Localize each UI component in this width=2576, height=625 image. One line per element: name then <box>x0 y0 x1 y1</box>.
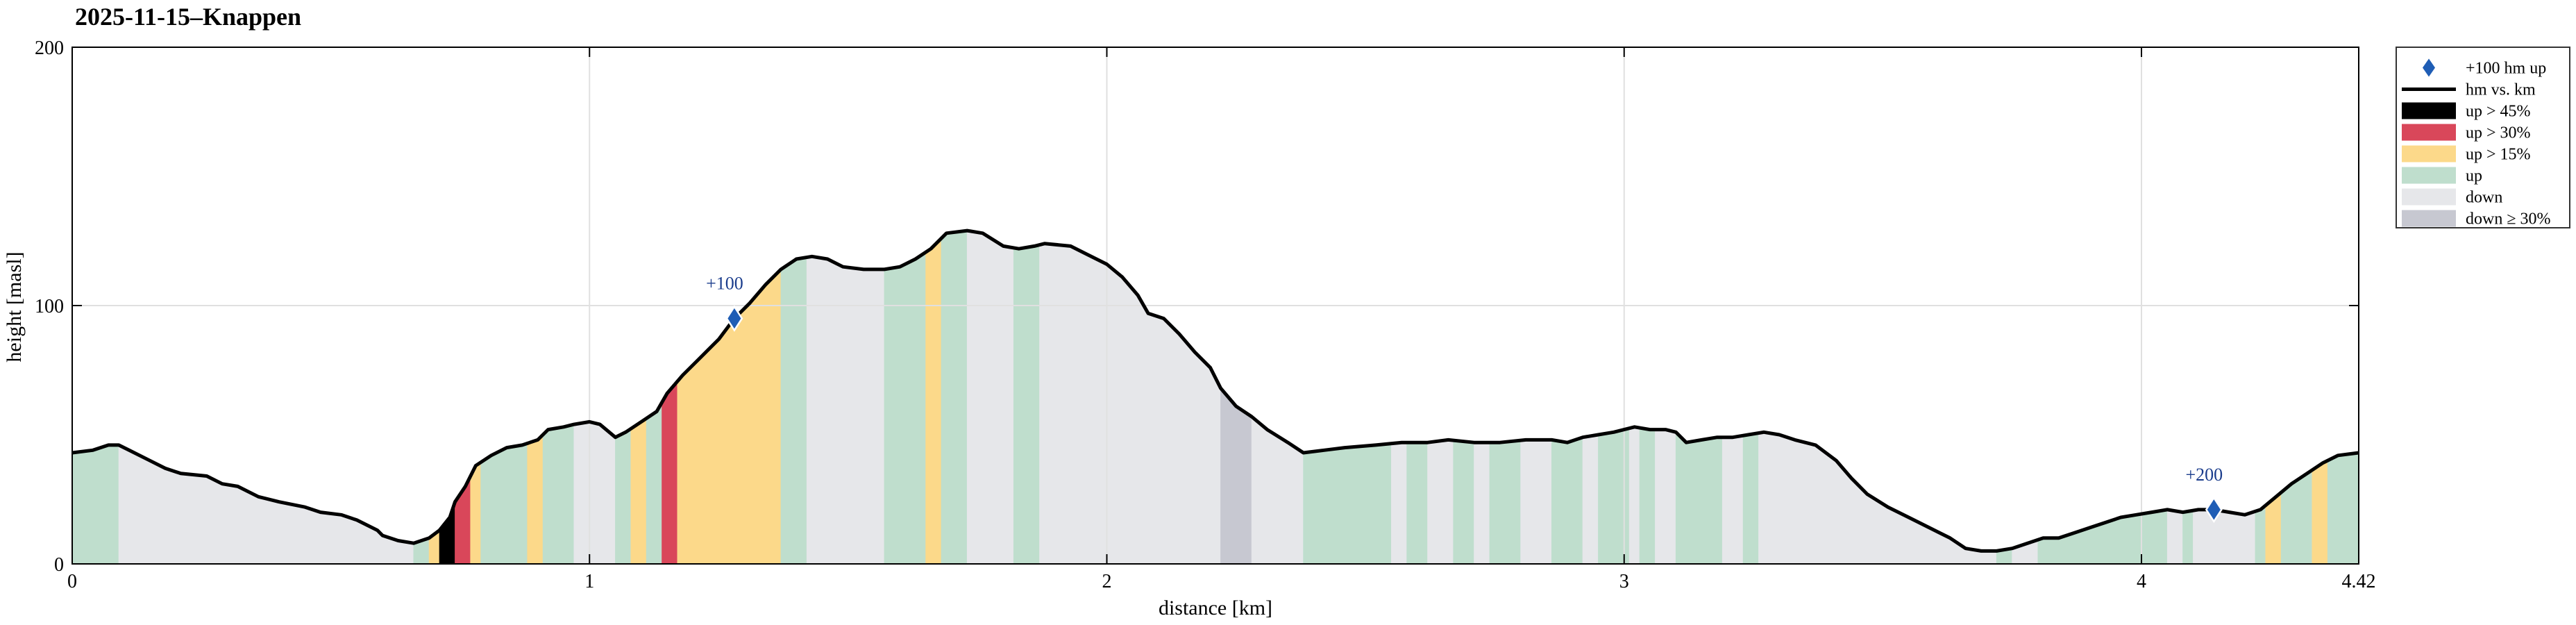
grid-lines <box>72 47 2359 564</box>
segment-steep30 <box>662 381 678 565</box>
segment-up <box>615 428 632 565</box>
segment-steep15 <box>2312 460 2328 565</box>
segment-up <box>884 251 927 565</box>
segment-up <box>1453 440 1474 565</box>
y-axis-ticks: 0 100 200 <box>35 38 2359 576</box>
legend: +100 hm up hm vs. km up > 45% up > 30% up > … <box>2396 47 2570 228</box>
segment-up <box>1675 431 1723 565</box>
segment-steep15 <box>925 238 942 565</box>
segment-up <box>1303 443 1392 565</box>
segment-up <box>480 442 528 565</box>
segment-down <box>573 421 616 565</box>
legend-marker-symbol <box>2423 58 2435 77</box>
legend-label: down <box>2466 189 2502 207</box>
segment-down <box>806 256 885 565</box>
legend-swatch-steep30 <box>2402 124 2456 141</box>
legend-swatch-up <box>2402 167 2456 184</box>
hm-markers: +100 +200 <box>706 274 2223 524</box>
legend-swatch-down <box>2402 188 2456 206</box>
segment-up <box>1406 442 1428 565</box>
x-tick-label: 0 <box>67 571 77 592</box>
legend-swatch-steep15 <box>2402 145 2456 162</box>
legend-label: +100 hm up <box>2466 60 2546 78</box>
legend-label: up > 15% <box>2466 146 2531 164</box>
segment-up <box>646 401 662 565</box>
segment-down <box>1721 435 1744 565</box>
x-tick-label: 1 <box>584 571 594 592</box>
slope-segments <box>71 230 2359 565</box>
segment-down <box>1474 442 1490 565</box>
segment-up <box>1489 440 1522 565</box>
legend-label: down ≥ 30% <box>2466 210 2551 228</box>
segment-up <box>1013 244 1040 565</box>
x-tick-label: 2 <box>1102 571 1111 592</box>
profile-line <box>71 228 2359 553</box>
segment-down <box>1628 426 1640 565</box>
segment-steep15 <box>470 461 482 565</box>
segment-up <box>1639 427 1656 565</box>
segment-steep15 <box>527 434 544 565</box>
segment-down <box>1582 434 1599 565</box>
legend-swatch-down30 <box>2402 210 2456 227</box>
chart-title: 2025-11-15–Knappen <box>75 3 301 31</box>
legend-label: up <box>2466 167 2482 185</box>
segment-up <box>1742 433 1759 565</box>
segment-up <box>2327 452 2359 565</box>
segment-down <box>2193 509 2256 565</box>
x-tick-label: 4.42 <box>2342 571 2376 592</box>
segment-down <box>1655 429 1676 565</box>
segment-up <box>2255 504 2266 565</box>
legend-label: hm vs. km <box>2466 81 2536 99</box>
segment-up <box>71 444 119 565</box>
segment-down <box>1391 442 1408 565</box>
x-axis-ticks: 0 1 2 3 4 4.42 <box>67 47 2376 592</box>
segment-up <box>941 230 968 565</box>
segment-down <box>1520 440 1552 565</box>
segment-up <box>2182 510 2194 565</box>
segment-down <box>966 230 1014 565</box>
y-tick-label: 100 <box>35 296 64 317</box>
y-tick-label: 200 <box>35 38 64 59</box>
y-axis-label: height [masl] <box>3 251 26 362</box>
segment-down <box>2166 509 2183 565</box>
x-tick-label: 4 <box>2137 571 2146 592</box>
legend-label: up > 45% <box>2466 103 2531 121</box>
legend-label: up > 30% <box>2466 124 2531 142</box>
x-axis-label: distance [km] <box>1159 597 1272 619</box>
y-tick-label: 0 <box>54 554 64 576</box>
hm-marker-label: +100 <box>706 274 743 294</box>
segment-up <box>542 424 575 565</box>
segment-steep15 <box>630 417 647 565</box>
hm-marker-label: +200 <box>2185 465 2223 485</box>
segment-down <box>1427 439 1454 565</box>
hm-marker <box>2205 496 2223 524</box>
legend-swatch-steep45 <box>2402 102 2456 119</box>
segment-up <box>780 257 807 565</box>
segment-up <box>1551 437 1583 565</box>
hm-marker <box>725 305 743 332</box>
x-tick-label: 3 <box>1619 571 1629 592</box>
